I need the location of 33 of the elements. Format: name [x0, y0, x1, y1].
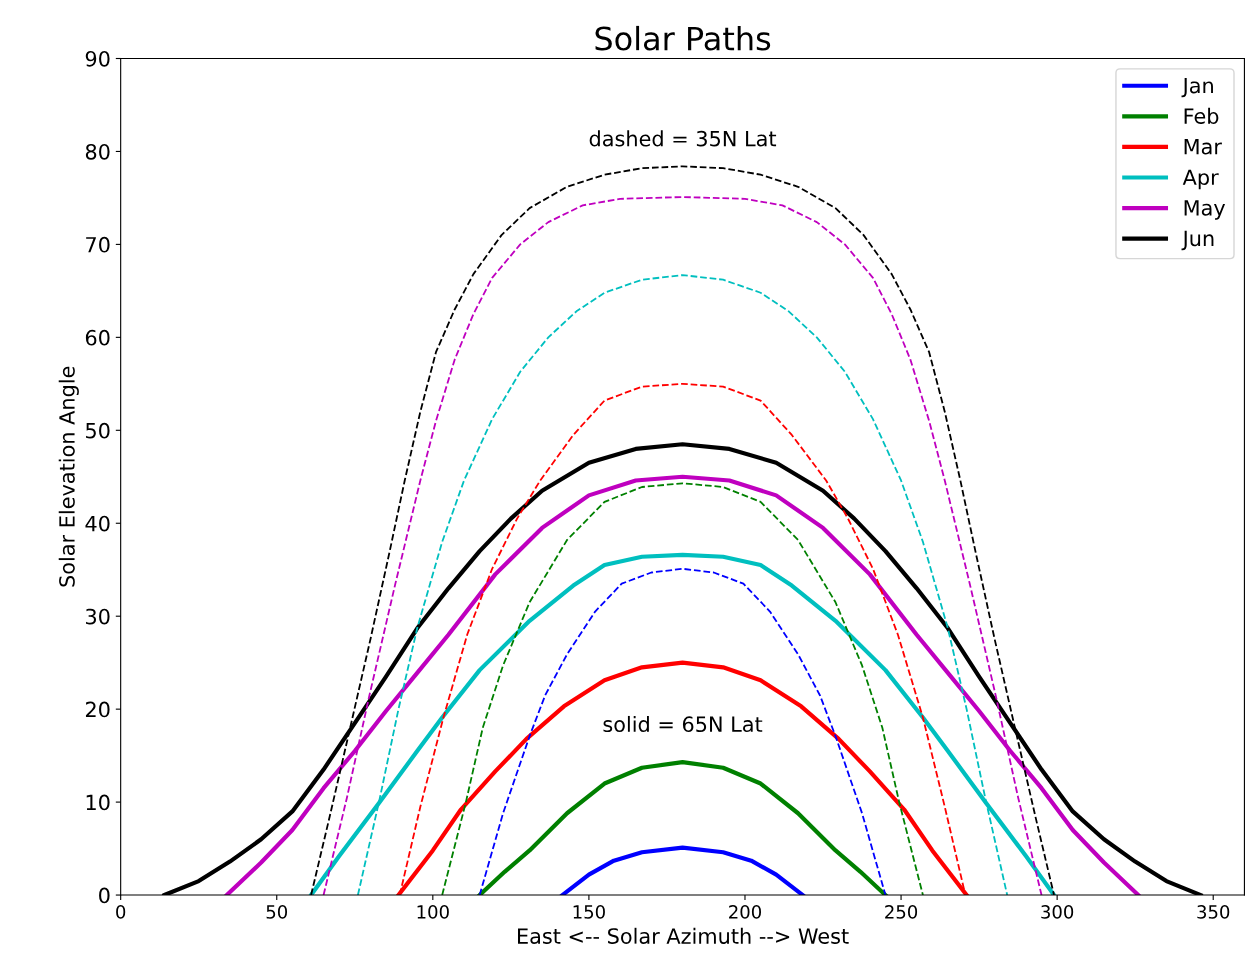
- x-tick-label: 350: [1197, 905, 1230, 919]
- line-series: [478, 567, 887, 896]
- x-tick-label: 300: [1041, 905, 1074, 919]
- y-tick-label: 70: [86, 236, 110, 253]
- x-axis-title: East <-- Solar Azimuth --> West: [518, 927, 849, 944]
- line-series: [441, 482, 924, 896]
- y-tick-label: 50: [86, 422, 110, 439]
- legend-label: Jun: [1181, 230, 1214, 251]
- legend-label: Mar: [1184, 139, 1222, 155]
- x-tick-label: 200: [729, 905, 762, 919]
- legend-label: Apr: [1182, 169, 1219, 190]
- line-series: [560, 845, 805, 896]
- y-tick-label: 0: [99, 887, 110, 904]
- line-series: [477, 760, 888, 896]
- y-axis-title: Solar Elevation Angle: [58, 366, 79, 587]
- y-tick-label: 80: [85, 143, 110, 160]
- y-tick-label: 90: [85, 50, 110, 67]
- chart-title: Solar Paths: [595, 25, 771, 51]
- x-tick-label: 250: [885, 905, 918, 919]
- x-tick-label: 100: [417, 905, 449, 919]
- legend-label: Jan: [1181, 77, 1213, 98]
- y-tick-label: 60: [85, 329, 110, 346]
- y-tick-label: 40: [85, 515, 110, 532]
- x-tick-label: 0: [116, 905, 126, 919]
- legend-label: May: [1184, 200, 1226, 220]
- legend-label: Feb: [1184, 107, 1219, 124]
- annotation: dashed = 35N Lat: [589, 130, 777, 147]
- y-tick-label: 10: [86, 794, 110, 811]
- y-tick-label: 30: [86, 608, 110, 625]
- y-tick-label: 20: [85, 701, 110, 718]
- annotation: solid = 65N Lat: [603, 715, 763, 733]
- x-tick-label: 150: [573, 905, 605, 919]
- x-tick-label: 50: [266, 905, 288, 919]
